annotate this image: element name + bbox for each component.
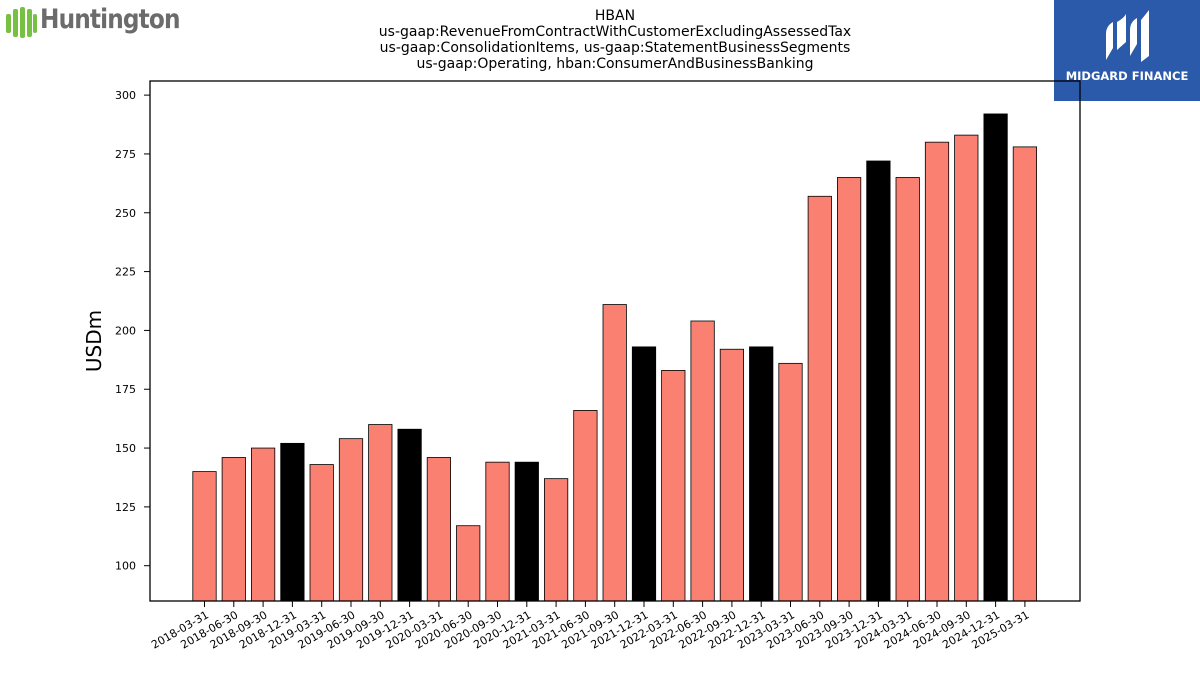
- bar-2020-06-30: [456, 525, 481, 602]
- bar-2023-03-31: [778, 362, 803, 602]
- chart-title-line: us-gaap:Operating, hban:ConsumerAndBusin…: [417, 56, 814, 72]
- bar-2024-09-30: [954, 134, 979, 602]
- bar-2022-03-31: [661, 370, 686, 602]
- bars-group: [192, 113, 1038, 602]
- y-tick-label: 250: [115, 207, 136, 220]
- bar-2022-06-30: [690, 320, 715, 602]
- bar-2020-12-31: [514, 461, 539, 602]
- bar-2024-12-31: [983, 113, 1008, 602]
- bar-2019-09-30: [368, 424, 393, 602]
- huntington-leaf-icon: [6, 7, 37, 38]
- y-tick-label: 300: [115, 89, 136, 102]
- midgard-finance-logo: MIDGARD FINANCE: [1054, 0, 1200, 101]
- bar-2019-12-31: [397, 428, 422, 602]
- y-tick-label: 175: [115, 383, 136, 396]
- bar-2018-06-30: [221, 457, 246, 602]
- bar-2019-03-31: [309, 464, 334, 602]
- bar-2018-09-30: [250, 447, 276, 602]
- bar-2018-12-31: [280, 442, 305, 602]
- huntington-logo: Huntington: [4, 4, 189, 42]
- chart-title-line: us-gaap:ConsolidationItems, us-gaap:Stat…: [380, 40, 851, 56]
- chart-title: HBANus-gaap:RevenueFromContractWithCusto…: [379, 8, 851, 72]
- bar-2024-06-30: [924, 141, 950, 602]
- bar-2018-03-31: [192, 471, 217, 602]
- bar-2024-03-31: [895, 177, 920, 602]
- bar-2022-12-31: [749, 346, 774, 602]
- chart-title-line: HBAN: [595, 8, 635, 24]
- midgard-monogram-icon: [1106, 10, 1149, 62]
- y-tick-label: 150: [115, 442, 136, 455]
- bar-2023-12-31: [866, 160, 891, 602]
- bar-2020-03-31: [426, 457, 452, 602]
- x-axis: 2018-03-312018-06-302018-09-302018-12-31…: [149, 601, 1031, 652]
- chart-title-line: us-gaap:RevenueFromContractWithCustomerE…: [379, 24, 851, 40]
- y-tick-label: 225: [115, 266, 136, 279]
- midgard-finance-wordmark: MIDGARD FINANCE: [1065, 69, 1189, 83]
- bar-2025-03-31: [1012, 146, 1038, 602]
- y-tick-label: 100: [115, 560, 136, 573]
- huntington-wordmark: Huntington: [40, 4, 181, 35]
- bar-2021-06-30: [573, 410, 598, 602]
- y-axis: 100 125 150 175 200 225 250 275 300: [115, 89, 150, 573]
- y-tick-label: 125: [115, 501, 136, 514]
- bar-2021-09-30: [602, 304, 627, 602]
- y-tick-label: 200: [115, 324, 136, 337]
- bar-2023-06-30: [807, 195, 832, 602]
- bar-2023-09-30: [837, 177, 862, 602]
- bar-2020-09-30: [485, 461, 510, 602]
- bar-2019-06-30: [338, 438, 364, 602]
- bar-2021-03-31: [544, 478, 569, 602]
- bar-2021-12-31: [631, 346, 657, 602]
- y-axis-label: USDm: [82, 310, 106, 372]
- y-tick-label: 275: [115, 148, 136, 161]
- bar-2022-09-30: [719, 348, 745, 602]
